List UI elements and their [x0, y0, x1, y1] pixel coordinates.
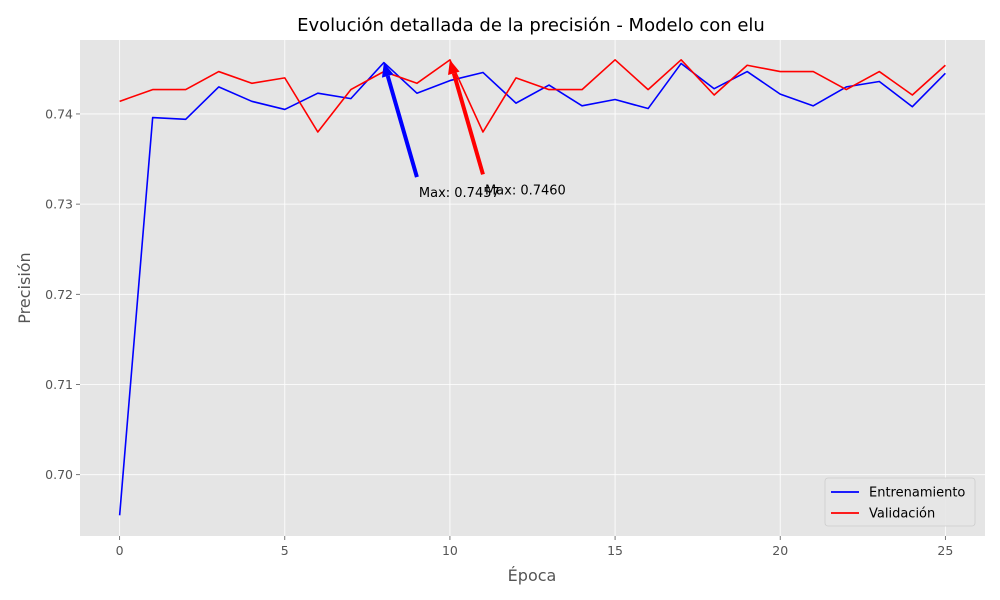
legend: Entrenamiento Validación — [824, 477, 976, 527]
legend-label: Validación — [869, 507, 935, 522]
chart-title: Evolución detallada de la precisión - Mo… — [297, 15, 765, 36]
plot-area — [80, 40, 985, 536]
annotation-label: Max: 0.7460 — [485, 183, 566, 198]
y-tick-label: 0.71 — [45, 377, 73, 392]
x-axis-ticks: 0 5 10 15 20 25 — [116, 536, 953, 558]
grid-lines — [80, 40, 985, 536]
legend-label: Entrenamiento — [869, 486, 965, 501]
x-tick-label: 5 — [281, 543, 289, 558]
y-axis-ticks: 0.70 0.71 0.72 0.73 0.74 — [45, 106, 80, 482]
y-tick-label: 0.73 — [45, 197, 73, 212]
y-tick-label: 0.72 — [45, 287, 73, 302]
series-line-validacion — [119, 59, 946, 133]
y-axis-label: Precisión — [15, 252, 34, 323]
annotation-arrow-head — [448, 59, 460, 75]
x-tick-label: 25 — [937, 543, 953, 558]
y-tick-label: 0.70 — [45, 467, 73, 482]
x-tick-label: 10 — [442, 543, 458, 558]
annotation-max-entrenamiento: Max: 0.7457 — [381, 62, 500, 201]
x-tick-label: 15 — [607, 543, 623, 558]
series-lines — [118, 59, 946, 516]
series-line-entrenamiento — [118, 61, 946, 516]
annotation-arrow-head — [381, 62, 394, 78]
annotation-label: Max: 0.7457 — [419, 186, 500, 201]
x-tick-label: 0 — [116, 543, 124, 558]
annotation-max-validacion: Max: 0.7460 — [448, 59, 566, 198]
x-tick-label: 20 — [772, 543, 788, 558]
annotation-arrow-shaft — [385, 75, 419, 178]
x-axis-label: Época — [508, 566, 557, 585]
annotation-arrow-shaft — [451, 72, 485, 175]
y-tick-label: 0.74 — [45, 106, 73, 121]
legend-box — [824, 477, 976, 527]
